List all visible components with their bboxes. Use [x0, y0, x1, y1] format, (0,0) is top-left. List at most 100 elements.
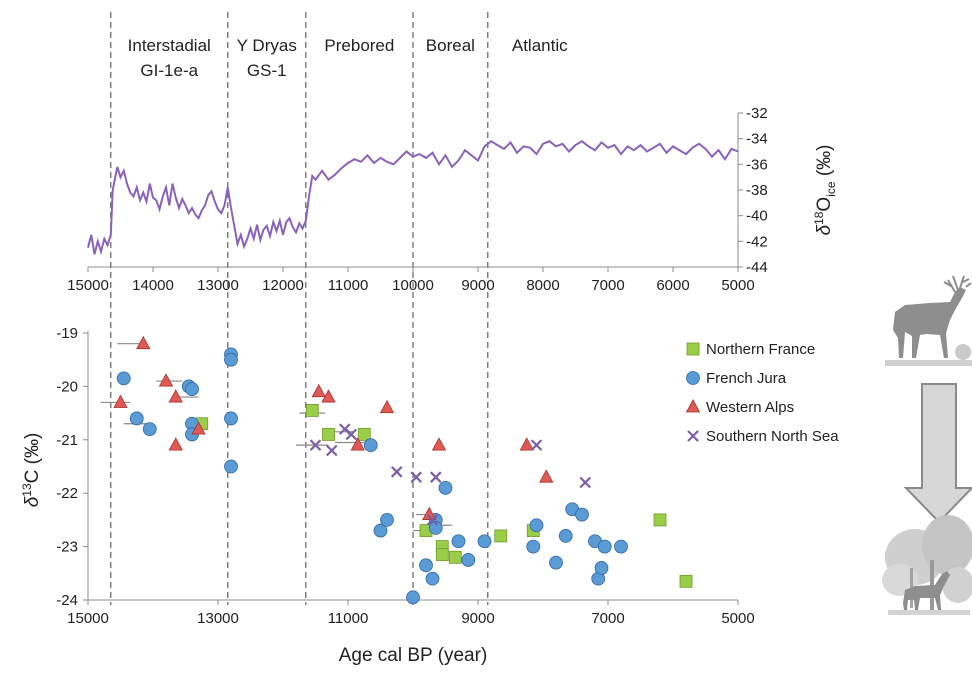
- bottom-x-axis-title: Age cal BP (year): [339, 645, 488, 666]
- french-jura-point: [363, 438, 378, 453]
- down-arrow-icon: [903, 383, 972, 524]
- northern-france-point: [357, 428, 371, 441]
- southern-north-sea-point: [530, 439, 543, 451]
- french-jura-point: [380, 513, 394, 527]
- bottom-x-tick-label: 7000: [591, 610, 624, 627]
- period-label-4: Atlantic: [512, 36, 568, 55]
- western-alps-point: [168, 437, 183, 451]
- french-jura-point: [406, 590, 420, 605]
- bottom-y-tick-label: -23: [56, 539, 78, 556]
- bottom-x-tick-label: 9000: [461, 610, 494, 627]
- bottom-y-tick-label: -21: [56, 432, 78, 449]
- western-alps-point: [136, 335, 151, 350]
- western-alps-point: [539, 469, 554, 483]
- legend-marker: [686, 342, 700, 356]
- western-alps-point: [158, 373, 174, 387]
- french-jura-point: [461, 553, 476, 567]
- period-boundaries: [110, 12, 489, 605]
- western-alps-point: [321, 389, 336, 403]
- top-y-ticks: -32 -34 -36 -38 -40 -42 -44: [738, 105, 768, 276]
- top-y-tick-label: -38: [746, 182, 768, 199]
- period-label-1: Y Dryas: [237, 36, 297, 55]
- legend-label: French Jura: [706, 370, 787, 387]
- legend-marker: [686, 371, 700, 385]
- legend-label: Northern France: [706, 341, 815, 358]
- bottom-y-axis-title: δ13C (‰): [20, 433, 43, 508]
- western-alps-point: [350, 437, 365, 451]
- top-y-tick-label: -44: [746, 259, 768, 276]
- d18o-ice-line: [87, 139, 739, 256]
- northern-france-point: [435, 548, 449, 562]
- french-jura-point: [594, 561, 609, 575]
- bottom-x-tick-label: 11000: [328, 610, 369, 627]
- legend-item-southern-north-sea: Southern North Sea: [687, 428, 839, 445]
- french-jura-point: [597, 539, 612, 554]
- french-jura-point: [129, 411, 144, 426]
- legend-item-northern-france: Northern France: [686, 341, 815, 358]
- legend-item-western-alps: Western Alps: [685, 399, 794, 416]
- southern-north-sea-point: [390, 466, 403, 478]
- top-x-tick-label: 7000: [591, 277, 624, 294]
- vegetation-illustration: [882, 275, 972, 615]
- french-jura-point: [224, 459, 238, 474]
- legend-marker: [687, 430, 699, 442]
- bottom-y-tick-label: -19: [56, 325, 78, 342]
- top-x-tick-label: 13000: [197, 277, 239, 294]
- bottom-x-tick-label: 5000: [721, 610, 754, 627]
- top-y-axis-title: δ18Oice (‰): [812, 145, 838, 236]
- french-jura-point: [425, 571, 440, 586]
- top-y-tick-label: -40: [746, 208, 768, 225]
- legend-label: Southern North Sea: [706, 428, 839, 445]
- legend-item-french-jura: French Jura: [686, 370, 787, 387]
- western-alps-point: [168, 389, 183, 403]
- western-alps-point: [431, 437, 447, 451]
- french-jura-point: [529, 518, 544, 533]
- western-alps-point: [113, 394, 128, 408]
- french-jura-point: [224, 352, 238, 367]
- northern-france-point: [494, 529, 508, 543]
- top-x-tick-label: 5000: [721, 277, 754, 294]
- top-chart-d18o: Interstadial GI-1e-a Y Dryas GS-1 Prebored Bo…: [67, 12, 838, 605]
- french-jura-point: [558, 529, 573, 543]
- northern-france-point: [653, 513, 667, 527]
- top-y-tick-label: -36: [746, 156, 768, 173]
- southern-north-sea-point: [345, 428, 358, 441]
- french-jura-point: [116, 371, 131, 386]
- french-jura-point: [419, 558, 433, 573]
- southern-north-sea-point: [325, 444, 338, 457]
- northern-france-point: [448, 550, 462, 564]
- bottom-y-tick-label: -24: [56, 592, 78, 609]
- western-alps-point: [379, 399, 395, 414]
- southern-north-sea-point: [579, 476, 592, 489]
- top-x-tick-label: 8000: [526, 277, 559, 294]
- western-alps-point: [519, 437, 534, 451]
- northern-france-point: [322, 428, 335, 441]
- bottom-y-tick-label: -22: [56, 485, 78, 502]
- top-x-ticks: 15000 14000 13000 12000 11000 10000 9000 8000 70…: [67, 267, 755, 294]
- bottom-x-tick-label: 13000: [197, 610, 239, 627]
- french-jura-point: [224, 411, 238, 426]
- period-sublabel-0: GI-1e-a: [140, 61, 198, 80]
- deer-open-landscape-icon: [885, 275, 972, 366]
- top-x-tick-label: 9000: [461, 277, 494, 294]
- southern-north-sea-point: [410, 471, 423, 483]
- french-jura-point: [549, 555, 563, 570]
- french-jura-point: [428, 521, 443, 535]
- period-sublabel-1: GS-1: [247, 61, 287, 80]
- western-alps-point: [191, 421, 206, 435]
- bottom-chart-d13c: 15000 13000 11000 9000 7000 5000 -19 -20 -21 -22…: [20, 325, 839, 666]
- forest-deer-icon: [882, 515, 972, 615]
- error-bars: [101, 343, 452, 532]
- top-x-tick-label: 6000: [656, 277, 689, 294]
- top-x-tick-label: 11000: [328, 277, 369, 294]
- period-label-3: Boreal: [426, 36, 475, 55]
- bottom-x-ticks: 15000 13000 11000 9000 7000 5000: [67, 600, 755, 627]
- top-x-tick-label: 15000: [67, 277, 109, 294]
- bottom-x-tick-label: 15000: [67, 610, 109, 627]
- french-jura-point: [477, 534, 492, 549]
- french-jura-point: [575, 507, 589, 522]
- french-jura-point: [451, 534, 466, 549]
- french-jura-point: [614, 539, 628, 554]
- bottom-y-ticks: -19 -20 -21 -22 -23 -24: [56, 325, 88, 609]
